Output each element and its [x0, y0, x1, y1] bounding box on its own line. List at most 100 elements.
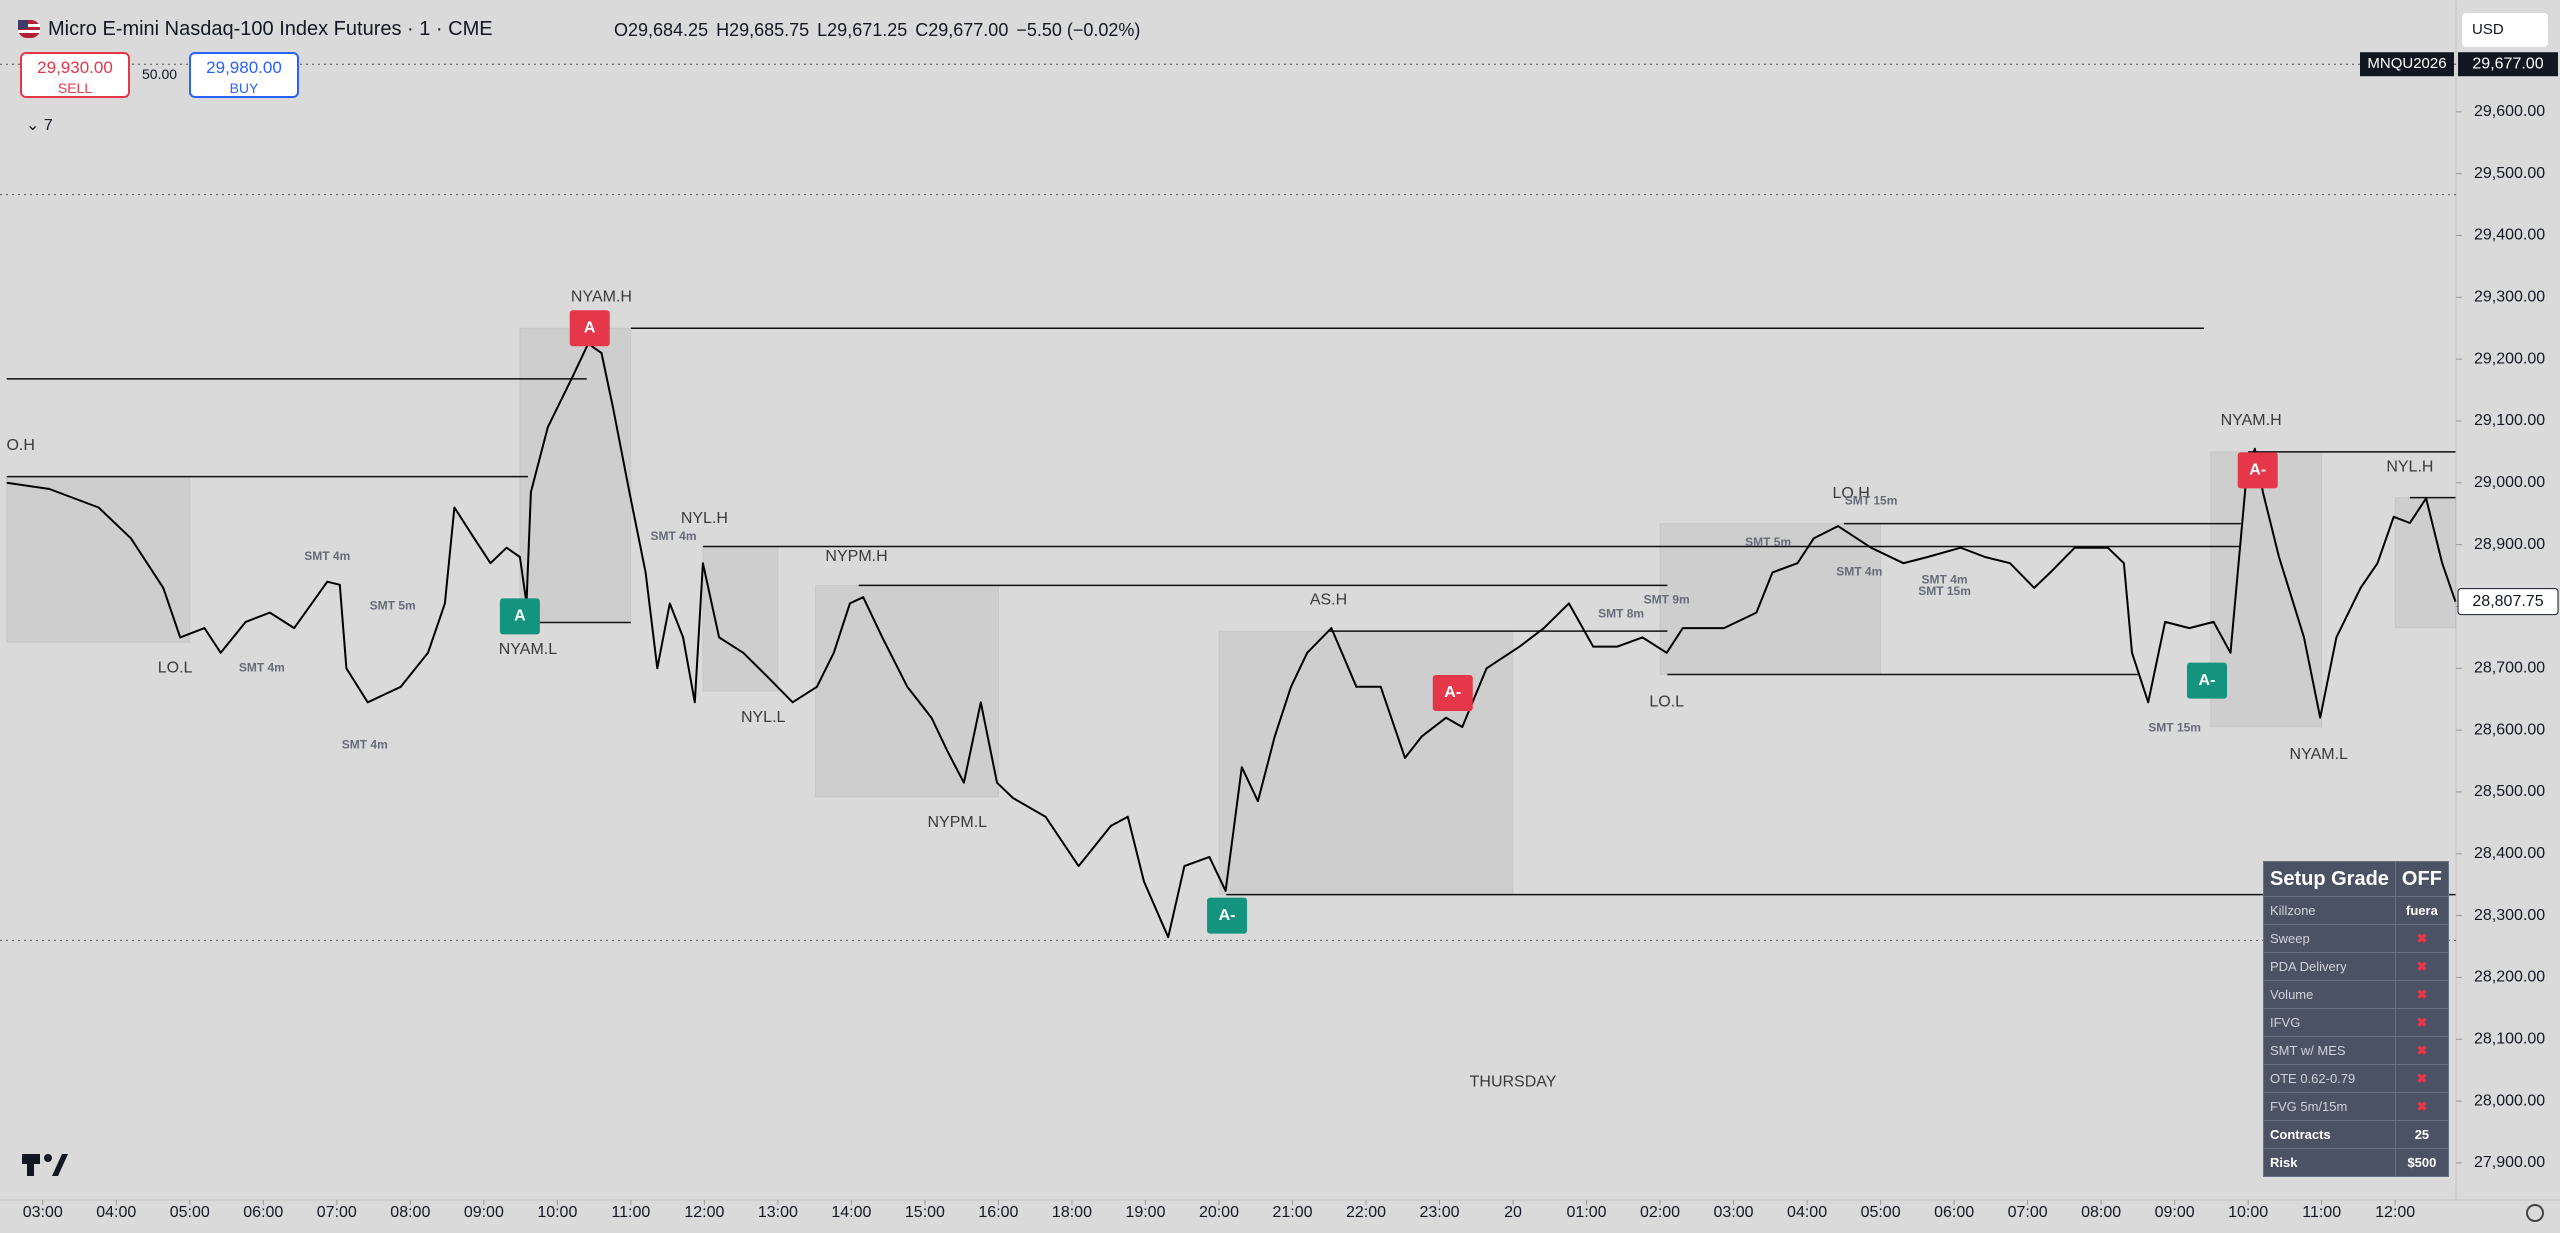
y-tick-label: 28,400.00 — [2474, 845, 2545, 862]
smt-label: SMT 5m — [370, 599, 416, 613]
setup-grade-table: Setup Grade OFF Killzone fuera Sweep ✖ PDA Del… — [2263, 861, 2449, 1177]
settings-icon[interactable] — [2526, 1204, 2544, 1222]
signal-label: A — [514, 608, 526, 625]
currency-select[interactable]: USD — [2462, 13, 2548, 47]
signal-label: A — [584, 319, 596, 336]
y-tick-label: 28,300.00 — [2474, 907, 2545, 924]
grade-value: ✖ — [2394, 1008, 2449, 1037]
y-tick-label: 28,200.00 — [2474, 969, 2545, 986]
x-tick-label: 06:00 — [1934, 1204, 1974, 1221]
indicators-toggle[interactable]: ⌄ 7 — [26, 117, 53, 134]
grade-row: Killzone fuera — [2263, 896, 2449, 925]
x-tick-label: 07:00 — [317, 1204, 357, 1221]
grade-label: OTE 0.62-0.79 — [2263, 1064, 2396, 1093]
smt-label: SMT 4m — [304, 549, 350, 563]
x-tick-label: 03:00 — [1714, 1204, 1754, 1221]
x-tick-label: 14:00 — [831, 1204, 871, 1221]
smt-label: SMT 5m — [1745, 535, 1791, 549]
signal-marker — [1432, 675, 1473, 712]
smt-label: SMT 15m — [1845, 494, 1898, 508]
session-label: NYPM.L — [927, 814, 987, 831]
grade-value: ✖ — [2394, 924, 2449, 953]
session-zone — [2394, 497, 2456, 628]
buy-label: BUY — [229, 80, 259, 96]
y-tick-label: 28,500.00 — [2474, 783, 2545, 800]
signal-marker — [569, 310, 610, 347]
x-tick-label: 16:00 — [978, 1204, 1018, 1221]
tv-logo — [22, 1154, 68, 1176]
x-tick-label: 12:00 — [684, 1204, 724, 1221]
x-tick-label: 19:00 — [1125, 1204, 1165, 1221]
x-tick-label: 07:00 — [2008, 1204, 2048, 1221]
symbol-title[interactable]: Micro E-mini Nasdaq-100 Index Futures · … — [48, 18, 493, 40]
session-label: NYPM.H — [825, 548, 887, 565]
sell-button[interactable]: 29,930.00 SELL — [20, 52, 130, 98]
x-tick-label: 08:00 — [390, 1204, 430, 1221]
session-label: LO.H — [1833, 485, 1870, 502]
change: −5.50 (−0.02%) — [1016, 20, 1141, 40]
x-tick-label: 02:00 — [1640, 1204, 1680, 1221]
grade-label: IFVG — [2263, 1008, 2396, 1037]
smt-label: SMT 4m — [1836, 565, 1882, 579]
last-price: 28,807.75 — [2472, 593, 2543, 610]
signal-label: A- — [2199, 672, 2216, 689]
x-tick-label: 09:00 — [2155, 1204, 2195, 1221]
smt-label: SMT 15m — [2148, 720, 2201, 734]
signal-marker — [499, 598, 540, 635]
session-zone — [1659, 523, 1882, 675]
session-label: NYL.H — [681, 510, 728, 527]
sell-label: SELL — [57, 80, 93, 96]
table-header: Setup Grade OFF — [2263, 861, 2449, 897]
x-tick-label: 05:00 — [1861, 1204, 1901, 1221]
x-tick-label: 09:00 — [464, 1204, 504, 1221]
table-title: Setup Grade — [2263, 861, 2396, 897]
indicator-count: 7 — [43, 117, 53, 134]
x-tick-label: 03:00 — [23, 1204, 63, 1221]
y-tick-label: 28,900.00 — [2474, 536, 2545, 553]
y-tick-label: 29,200.00 — [2474, 350, 2545, 367]
close: C29,677.00 — [915, 20, 1009, 40]
session-zone — [1218, 630, 1514, 896]
grade-value: ✖ — [2394, 1092, 2449, 1121]
grade-value: fuera — [2394, 896, 2449, 925]
sell-price: 29,930.00 — [37, 58, 113, 77]
grade-value: ✖ — [2394, 980, 2449, 1009]
smt-label: SMT 15m — [1918, 584, 1971, 598]
grade-label: Killzone — [2263, 896, 2396, 925]
session-label: LO.L — [158, 659, 193, 676]
last-price-tag — [2457, 588, 2559, 616]
smt-label: SMT 4m — [1922, 573, 1968, 587]
signal-marker — [2186, 662, 2227, 699]
quantity[interactable]: 50.00 — [142, 66, 178, 82]
grade-label: Risk — [2263, 1148, 2396, 1177]
session-label: AS.H — [1310, 591, 1347, 608]
buy-button[interactable]: 29,980.00 BUY — [189, 52, 299, 98]
price-line — [6, 342, 2457, 939]
session-label: NYL.H — [2386, 459, 2433, 476]
smt-label: SMT 4m — [239, 660, 285, 674]
y-tick-label: 29,100.00 — [2474, 412, 2545, 429]
x-tick-label: 06:00 — [243, 1204, 283, 1221]
x-tick-label: 22:00 — [1346, 1204, 1386, 1221]
buy-price: 29,980.00 — [206, 58, 282, 77]
grade-label: Contracts — [2263, 1120, 2396, 1149]
signal-marker — [2237, 452, 2278, 489]
signal-marker — [1207, 897, 1248, 934]
smt-label: SMT 8m — [1598, 607, 1644, 621]
session-label: NYAM.H — [571, 289, 632, 306]
signal-label: A- — [1219, 907, 1236, 924]
y-tick-label: 28,000.00 — [2474, 1092, 2545, 1109]
ohlc: O29,684.25 H29,685.75 L29,671.25 C29,677.00… — [614, 20, 1148, 41]
x-tick-label: 12:00 — [2375, 1204, 2415, 1221]
grade-row: IFVG ✖ — [2263, 1008, 2449, 1037]
x-tick-label: 04:00 — [96, 1204, 136, 1221]
x-tick-label: 21:00 — [1272, 1204, 1312, 1221]
x-tick-label: 08:00 — [2081, 1204, 2121, 1221]
low: L29,671.25 — [817, 20, 908, 40]
grade-row: FVG 5m/15m ✖ — [2263, 1092, 2449, 1121]
session-label: LO.L — [1649, 694, 1684, 711]
x-tick-label: 10:00 — [537, 1204, 577, 1221]
grade-value: $500 — [2394, 1148, 2449, 1177]
x-tick-label: 04:00 — [1787, 1204, 1827, 1221]
